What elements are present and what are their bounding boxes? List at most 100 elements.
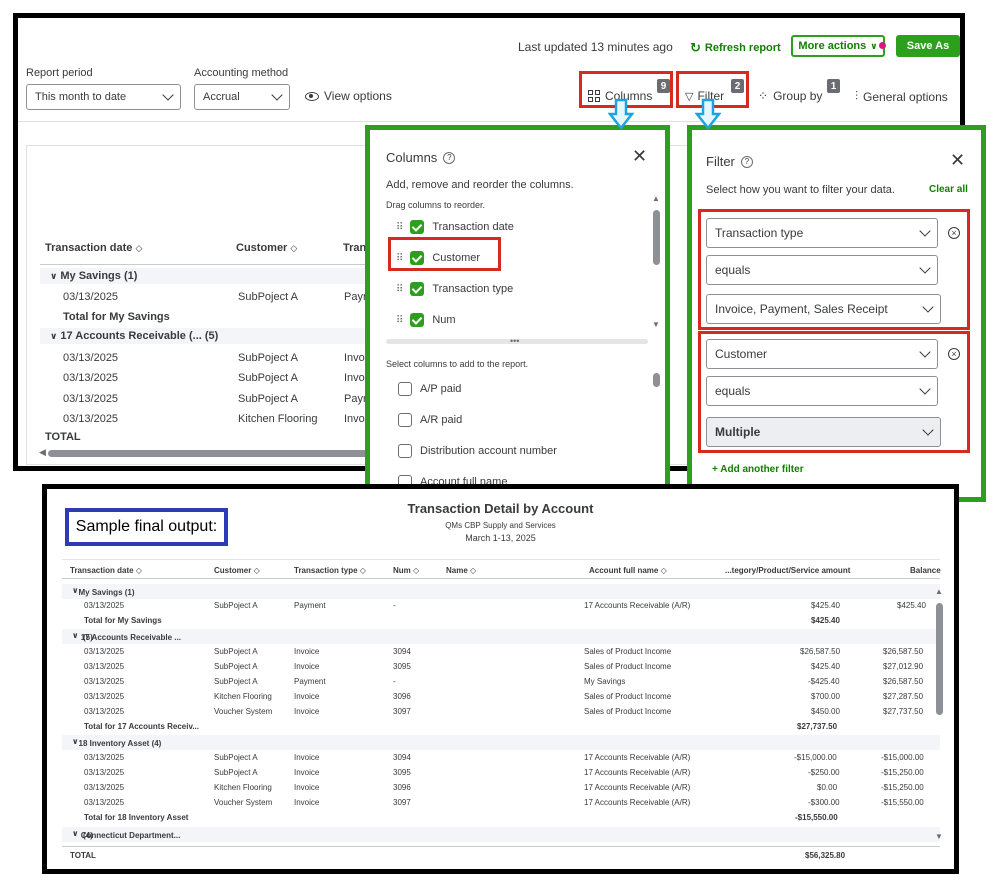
row-date: 03/13/2025 xyxy=(63,393,119,405)
available-list-scrollbar[interactable] xyxy=(653,373,660,387)
row-customer: SubPoject A xyxy=(238,352,298,364)
drag-handle-icon[interactable]: ⠿ xyxy=(396,252,403,264)
group-by-button[interactable]: ⁘ Group by xyxy=(758,89,823,103)
drag-hint: Drag columns to reorder. xyxy=(386,200,486,210)
checkbox-checked[interactable] xyxy=(410,282,425,296)
arrow-to-filter-icon xyxy=(695,98,721,130)
checkbox-checked[interactable] xyxy=(410,313,425,327)
total-row-label: Total for My Savings xyxy=(63,311,170,323)
row-customer: SubPoject A xyxy=(238,393,298,405)
output-header-row: Transaction date ◇ Customer ◇ Transactio… xyxy=(62,559,941,579)
filter2-operator-select[interactable]: equals xyxy=(706,376,938,406)
column-item-num[interactable]: ⠿ Num xyxy=(396,313,456,327)
filter2-highlight xyxy=(698,331,970,453)
general-options-button[interactable]: ⫶ General options xyxy=(855,89,948,104)
filter-subtitle: Select how you want to filter your data. xyxy=(706,184,895,196)
group-row-ar[interactable] xyxy=(40,328,370,344)
chevron-down-icon xyxy=(922,424,934,436)
checkbox-checked[interactable] xyxy=(410,220,425,234)
accounting-method-label: Accounting method xyxy=(194,67,289,79)
col-header-transaction-date[interactable]: Transaction date ◇ xyxy=(45,242,143,254)
column-item-ap-paid[interactable]: A/P paid xyxy=(398,382,461,396)
filter2-field-select[interactable]: Customer xyxy=(706,339,938,369)
filter1-value-select[interactable]: Invoice, Payment, Sales Receipt xyxy=(706,294,941,324)
chevron-down-icon xyxy=(162,89,174,101)
customer-highlight xyxy=(388,237,501,271)
out-grand-total-row: TOTAL $56,325.80 xyxy=(62,846,940,861)
col-header-transaction-type[interactable]: Tran xyxy=(343,242,367,254)
column-item-transaction-type[interactable]: ⠿ Transaction type xyxy=(396,282,514,296)
help-icon[interactable]: ? xyxy=(443,151,456,164)
out-group-connecticut[interactable]: ∨ Connecticut Department... (4) xyxy=(62,827,940,842)
out-header-date[interactable]: Transaction date ◇ xyxy=(70,566,142,575)
column-item-customer[interactable]: ⠿ Customer xyxy=(396,251,481,265)
out-header-account[interactable]: Account full name ◇ xyxy=(589,566,667,575)
accounting-method-select[interactable]: Accrual xyxy=(194,84,290,110)
resize-grip-icon: ••• xyxy=(510,336,520,346)
group-icon: ⁘ xyxy=(758,89,769,103)
column-item-distribution-account-number[interactable]: Distribution account number xyxy=(398,444,557,458)
output-scrollbar[interactable] xyxy=(936,603,943,715)
resize-divider[interactable] xyxy=(386,339,648,344)
save-as-button[interactable]: Save As xyxy=(896,35,960,57)
view-options-button[interactable]: View options xyxy=(305,89,392,103)
drag-handle-icon[interactable]: ⠿ xyxy=(396,314,403,326)
columns-panel-title: Columns ? xyxy=(386,150,456,165)
scroll-down-icon[interactable]: ▼ xyxy=(652,320,660,329)
drag-handle-icon[interactable]: ⠿ xyxy=(396,283,403,295)
columns-subtitle: Add, remove and reorder the columns. xyxy=(386,179,574,191)
more-actions-button[interactable]: More actions ∨ xyxy=(791,35,885,57)
out-header-balance[interactable]: Balance xyxy=(910,566,941,575)
group-row-my-savings[interactable] xyxy=(40,268,370,284)
group-label: ∨ 17 Accounts Receivable (... (5) xyxy=(50,330,219,342)
scroll-left-icon[interactable]: ◀ xyxy=(39,447,46,457)
remove-filter1-icon[interactable]: × xyxy=(948,227,960,239)
row-date: 03/13/2025 xyxy=(63,291,119,303)
funnel-icon: ▽ xyxy=(685,90,694,103)
chevron-down-icon: ∨ xyxy=(870,40,878,51)
column-item-ar-paid[interactable]: A/R paid xyxy=(398,413,462,427)
column-item-transaction-date[interactable]: ⠿ Transaction date xyxy=(396,220,514,234)
close-icon[interactable]: ✕ xyxy=(950,150,966,170)
filter1-field-select[interactable]: Transaction type xyxy=(706,218,938,248)
out-group-ar[interactable]: ∨ 17 Accounts Receivable ... (5) xyxy=(62,629,940,644)
report-period-select[interactable]: This month to date xyxy=(26,84,181,110)
close-icon[interactable]: ✕ xyxy=(632,146,648,166)
out-header-num[interactable]: Num ◇ xyxy=(393,566,420,575)
out-row: 03/13/2025 SubPoject A Invoice 3094 Sales of… xyxy=(84,647,924,656)
checkbox-unchecked[interactable] xyxy=(398,413,412,427)
selected-list-scrollbar[interactable] xyxy=(653,210,660,265)
filter-count-badge: 2 xyxy=(731,79,744,93)
help-icon[interactable]: ? xyxy=(740,155,753,168)
out-header-type[interactable]: Transaction type ◇ xyxy=(294,566,366,575)
refresh-report-link[interactable]: ↻ Refresh report xyxy=(690,40,781,55)
grid-icon xyxy=(588,90,600,102)
grand-total-label: TOTAL xyxy=(45,431,81,443)
out-header-amount[interactable]: ...tegory/Product/Service amount xyxy=(725,566,851,575)
checkbox-unchecked[interactable] xyxy=(398,382,412,396)
chevron-down-icon: ∨ xyxy=(50,331,58,341)
checkbox-unchecked[interactable] xyxy=(398,444,412,458)
out-group-inventory[interactable]: ∨ 18 Inventory Asset (4) xyxy=(62,735,940,750)
filter1-operator-select[interactable]: equals xyxy=(706,255,938,285)
clear-all-link[interactable]: Clear all xyxy=(929,184,968,195)
col-header-customer[interactable]: Customer ◇ xyxy=(236,242,298,254)
chevron-down-icon xyxy=(271,89,283,101)
scroll-up-icon[interactable]: ▲ xyxy=(935,587,943,596)
sort-icon: ◇ xyxy=(290,243,298,253)
add-columns-hint: Select columns to add to the report. xyxy=(386,359,529,369)
scroll-down-icon[interactable]: ▼ xyxy=(935,832,943,841)
out-row: 03/13/2025 Kitchen Flooring Invoice 3096 17 … xyxy=(84,783,924,792)
drag-handle-icon[interactable]: ⠿ xyxy=(396,221,403,233)
remove-filter2-icon[interactable]: × xyxy=(948,348,960,360)
out-group-my-savings[interactable]: ∨ My Savings (1) xyxy=(62,584,940,599)
checkbox-checked[interactable] xyxy=(410,251,425,265)
scroll-up-icon[interactable]: ▲ xyxy=(652,194,660,203)
notification-dot xyxy=(879,42,886,49)
filter2-value-select[interactable]: Multiple xyxy=(706,417,941,447)
report-area-divider xyxy=(18,121,960,122)
out-header-customer[interactable]: Customer ◇ xyxy=(214,566,260,575)
horizontal-scrollbar[interactable] xyxy=(48,450,368,457)
out-header-name[interactable]: Name ◇ xyxy=(446,566,477,575)
add-filter-link[interactable]: + Add another filter xyxy=(712,464,804,475)
